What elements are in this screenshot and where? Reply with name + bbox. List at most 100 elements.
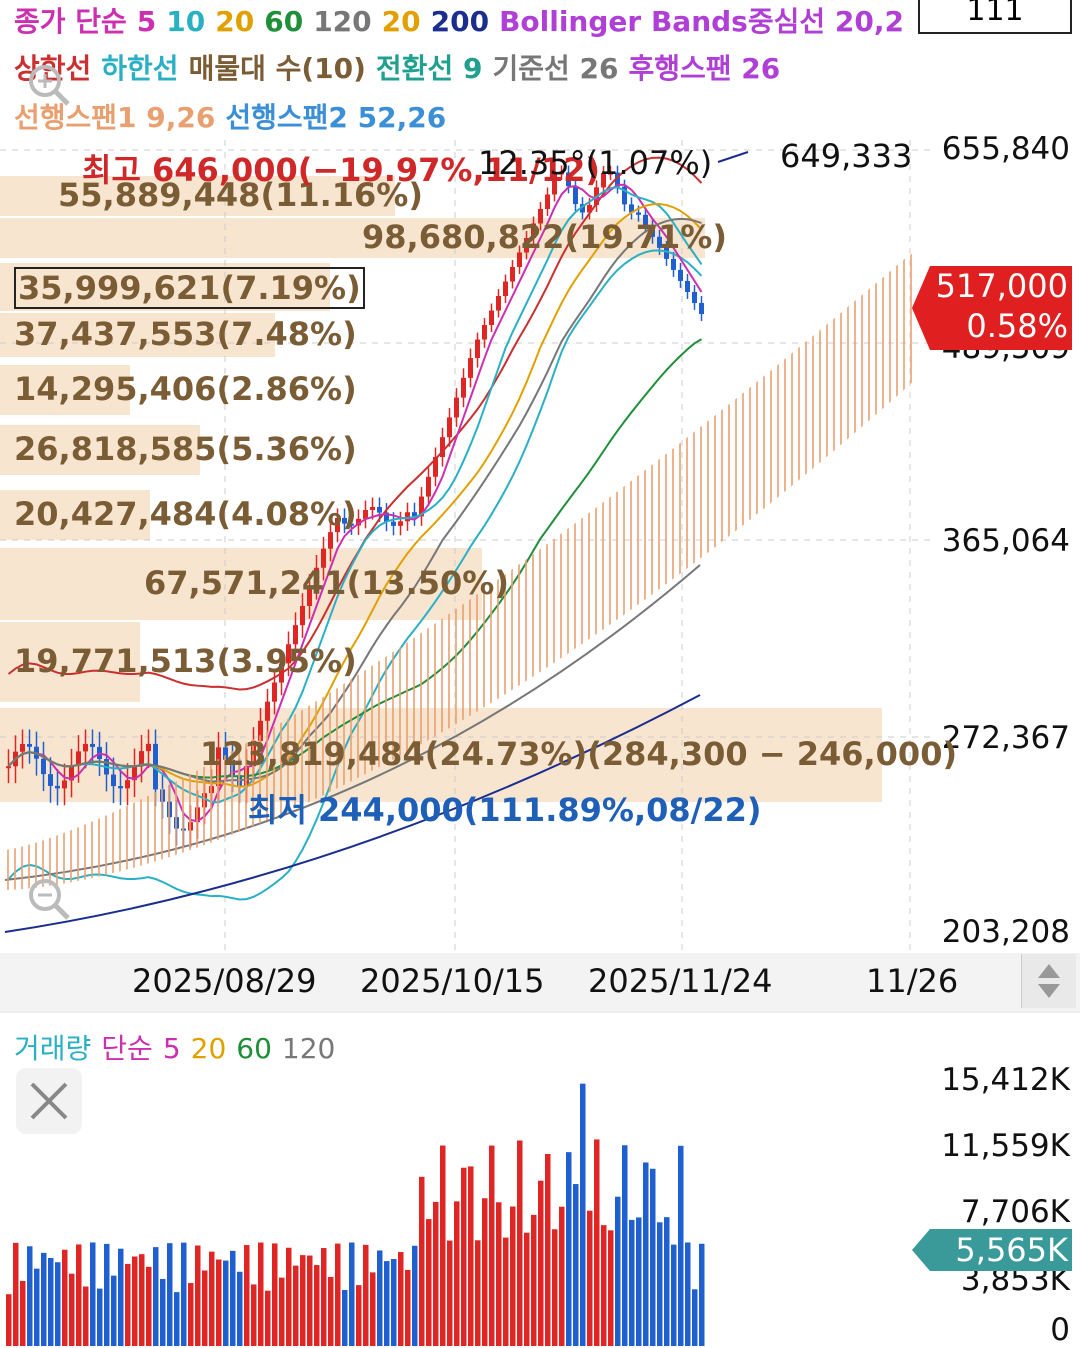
volume-bar [601, 1225, 607, 1346]
volume-bar [657, 1222, 663, 1346]
candle [517, 252, 522, 268]
volume-bar [272, 1243, 278, 1346]
candle [468, 358, 473, 378]
volume-bar [398, 1252, 404, 1346]
volume-bar [20, 1280, 26, 1346]
volume-bar [76, 1244, 82, 1346]
candle [615, 172, 620, 187]
volume-bar [181, 1242, 187, 1346]
volume-bar [636, 1217, 642, 1346]
volume-profile-bar [0, 313, 275, 357]
volume-bar [118, 1248, 124, 1346]
volume-bar [6, 1294, 12, 1346]
candle [139, 751, 144, 766]
volume-bar [510, 1206, 516, 1346]
price-tick: 365,064 [941, 523, 1070, 559]
candle [419, 496, 424, 517]
volume-bar [489, 1145, 495, 1346]
volume-bar [699, 1243, 705, 1346]
volume-bar [286, 1247, 292, 1346]
legend-row1: 종가 단순 5 10 20 60 120 20 200 Bollinger Bands중심선 2… [14, 0, 914, 40]
candle [391, 521, 396, 526]
volume-bar [531, 1214, 537, 1346]
volume-bar [496, 1202, 502, 1346]
candle [293, 625, 298, 645]
candle [48, 774, 53, 786]
close-icon[interactable] [16, 1068, 82, 1134]
candle [496, 296, 501, 311]
candle [566, 172, 571, 187]
candle [678, 269, 683, 281]
candle [76, 751, 81, 766]
volume-bar [552, 1229, 558, 1346]
top-right-box[interactable]: 111 [918, 0, 1072, 34]
scroll-toggle-button[interactable] [1021, 954, 1076, 1008]
volume-bar [258, 1242, 264, 1346]
volume-bar [678, 1145, 684, 1346]
angle-annotation: 12.35°(1.07%) [478, 144, 713, 182]
legend-item: 전환선 9 [375, 52, 483, 85]
candle [349, 523, 354, 526]
candle [461, 377, 466, 398]
volume-bar [27, 1246, 33, 1346]
volume-bar [349, 1242, 355, 1346]
candle [545, 194, 550, 209]
volume-profile-label: 19,771,513(3.95%) [14, 642, 357, 680]
volume-bar [83, 1286, 89, 1346]
legend-item: 20 [381, 5, 421, 38]
candle [559, 172, 564, 175]
candle [643, 214, 648, 226]
volume-tick: 15,412K [941, 1062, 1070, 1098]
volume-bar [167, 1243, 173, 1346]
volume-bar [97, 1288, 103, 1346]
candle [629, 204, 634, 213]
current-price-tag: 517,000 0.58% [912, 266, 1072, 350]
candle [41, 758, 46, 775]
volume-bar [608, 1230, 614, 1346]
volume-bar [622, 1145, 628, 1346]
candle [335, 517, 340, 533]
volume-bar [447, 1240, 453, 1346]
volume-bar [335, 1243, 341, 1346]
candle [62, 780, 67, 789]
candle [223, 747, 228, 760]
candle [531, 223, 536, 238]
candle [125, 780, 130, 789]
volume-bar [405, 1269, 411, 1346]
volume-bar [300, 1255, 306, 1346]
candle [426, 476, 431, 497]
volume-profile-label: 55,889,448(11.16%) [58, 176, 423, 214]
volume-bar [692, 1289, 698, 1346]
candle [356, 518, 361, 526]
current-price: 517,000 [935, 267, 1068, 305]
volume-profile-bar [0, 176, 395, 216]
date-axis-bar [0, 953, 1080, 1011]
volume-bar [573, 1184, 579, 1346]
candle [664, 247, 669, 259]
volume-bar [629, 1219, 635, 1346]
volume-profile-label: 67,571,241(13.50%) [144, 564, 509, 602]
candle [510, 267, 515, 282]
zoom-out-icon[interactable] [26, 876, 74, 928]
volume-bar [188, 1283, 194, 1346]
candle [552, 173, 557, 195]
volume-profile-bar [0, 263, 330, 311]
candle [489, 310, 494, 326]
candle [650, 225, 655, 237]
candle [657, 236, 662, 248]
ma5-line [7, 183, 703, 823]
candle [412, 512, 417, 517]
zoom-in-icon[interactable] [26, 62, 74, 114]
volume-bar [440, 1145, 446, 1346]
legend-item: 5 [162, 1032, 181, 1065]
candle [384, 512, 389, 522]
volume-bar [265, 1290, 271, 1346]
high-annotation: 최고 646,000(−19.97%,11/12) [82, 151, 601, 189]
candle [55, 785, 60, 789]
candle [440, 437, 445, 457]
volume-bar [643, 1162, 649, 1346]
volume-bar [62, 1249, 68, 1346]
candle [286, 644, 291, 664]
candle [580, 204, 585, 213]
